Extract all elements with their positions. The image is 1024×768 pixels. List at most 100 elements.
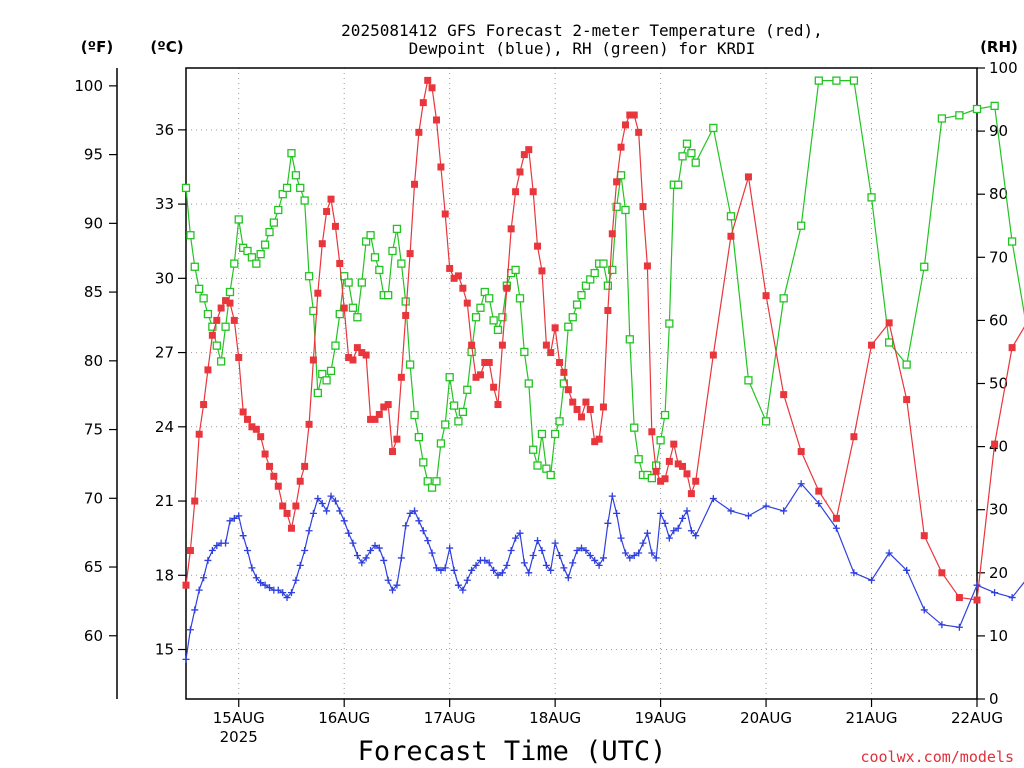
rh-point (603, 281, 613, 290)
temperature-point (591, 438, 599, 446)
dewpoint-point (670, 527, 678, 535)
dewpoint-point (428, 549, 436, 557)
dewpoint-point (349, 539, 357, 547)
rh-point (282, 183, 292, 193)
rh-point (353, 313, 362, 322)
dewpoint-point (621, 549, 629, 557)
dewpoint-point (643, 529, 651, 537)
dewpoint-point (481, 556, 489, 564)
dewpoint-point (186, 626, 194, 634)
dewpoint-point (903, 566, 911, 574)
rh-point (234, 215, 243, 224)
plot-frame (185, 67, 978, 700)
dewpoint-point (402, 522, 410, 530)
dewpoint-point (613, 509, 621, 517)
rh-point (564, 322, 573, 331)
rh-point (397, 259, 406, 268)
temperature-point (402, 311, 410, 319)
dewpoint-point (419, 527, 427, 535)
dewpoint-point (885, 549, 893, 557)
dewpoint-point (371, 542, 379, 550)
dewpoint-point (525, 569, 533, 577)
temperature-point (393, 435, 401, 443)
rh-point (537, 429, 547, 439)
temperature-point (375, 410, 383, 418)
temperature-point (762, 292, 770, 300)
dewpoint-point (542, 561, 550, 569)
temperature-point (283, 509, 291, 517)
temperature-point (441, 210, 449, 218)
dewpoint-point (512, 534, 520, 542)
dewpoint-point (938, 621, 946, 629)
rh-point (375, 265, 384, 275)
temperature-point (292, 502, 300, 510)
temperature-point (397, 373, 405, 381)
dewpoint-point (243, 547, 251, 555)
rh-point (195, 284, 204, 294)
temperature-point (358, 349, 366, 357)
temperature-point (529, 188, 537, 196)
rh-point (608, 265, 617, 275)
rh-point (586, 275, 595, 284)
dewpoint-point (327, 492, 335, 500)
rh-point (867, 193, 876, 202)
temperature-point (428, 84, 436, 92)
x-tick-label: 18AUG (529, 709, 581, 727)
temperature-point (815, 487, 823, 495)
rh-point (221, 322, 230, 331)
rh-point (682, 139, 692, 148)
temperature-point (498, 341, 506, 349)
dewpoint-point (283, 594, 291, 602)
dewpoint-point (744, 512, 752, 520)
temperature-point (542, 341, 550, 349)
temperature-point (415, 128, 423, 136)
dewpoint-point (380, 556, 388, 564)
dewpoint-point (200, 574, 208, 582)
dewpoint-point (657, 509, 665, 517)
dewpoint-point (432, 564, 440, 572)
dewpoint-point (393, 581, 401, 589)
series-line-dewpoint (185, 482, 1024, 660)
rh-point (186, 231, 195, 240)
rh-point (665, 319, 674, 328)
temperature-point (261, 450, 269, 458)
dewpoint-point (547, 566, 555, 574)
temperature-point (279, 502, 287, 510)
temperature-point (481, 358, 489, 366)
dewpoint-point (652, 554, 660, 562)
rh-point (344, 278, 353, 287)
dewpoint-point (287, 589, 295, 597)
temperature-point (626, 111, 634, 119)
rh-point (630, 423, 639, 432)
dewpoint-point (248, 564, 256, 572)
rh-point (216, 357, 226, 366)
x-tick-label: 17AUG (424, 709, 476, 727)
dewpoint-point (318, 500, 326, 508)
x-tick-label: 16AUG (318, 709, 370, 727)
rh-point (384, 291, 393, 300)
temperature-point (406, 250, 414, 258)
temperature-point (318, 240, 326, 248)
temperature-point (243, 415, 251, 423)
dewpoint-point (582, 547, 590, 555)
rh-point (990, 101, 999, 111)
rh-point (366, 231, 375, 240)
dewpoint-point (498, 569, 506, 577)
temperature-point (709, 351, 717, 359)
temperature-point (674, 460, 682, 468)
temperature-point (305, 420, 313, 428)
temperature-point (639, 203, 647, 211)
temperature-point (450, 274, 458, 282)
temperature-point (687, 490, 695, 498)
dewpoint-point (375, 544, 383, 552)
rh-point (463, 385, 472, 394)
dewpoint-point (692, 532, 700, 540)
rh-point (485, 294, 494, 303)
rh-point (515, 294, 525, 303)
temperature-point (208, 331, 216, 339)
rh-point (436, 439, 446, 448)
rh-point (524, 379, 533, 388)
dewpoint-point (709, 495, 717, 503)
dewpoint-point (608, 492, 616, 500)
fahrenheit-tick-label: 95 (84, 146, 103, 164)
